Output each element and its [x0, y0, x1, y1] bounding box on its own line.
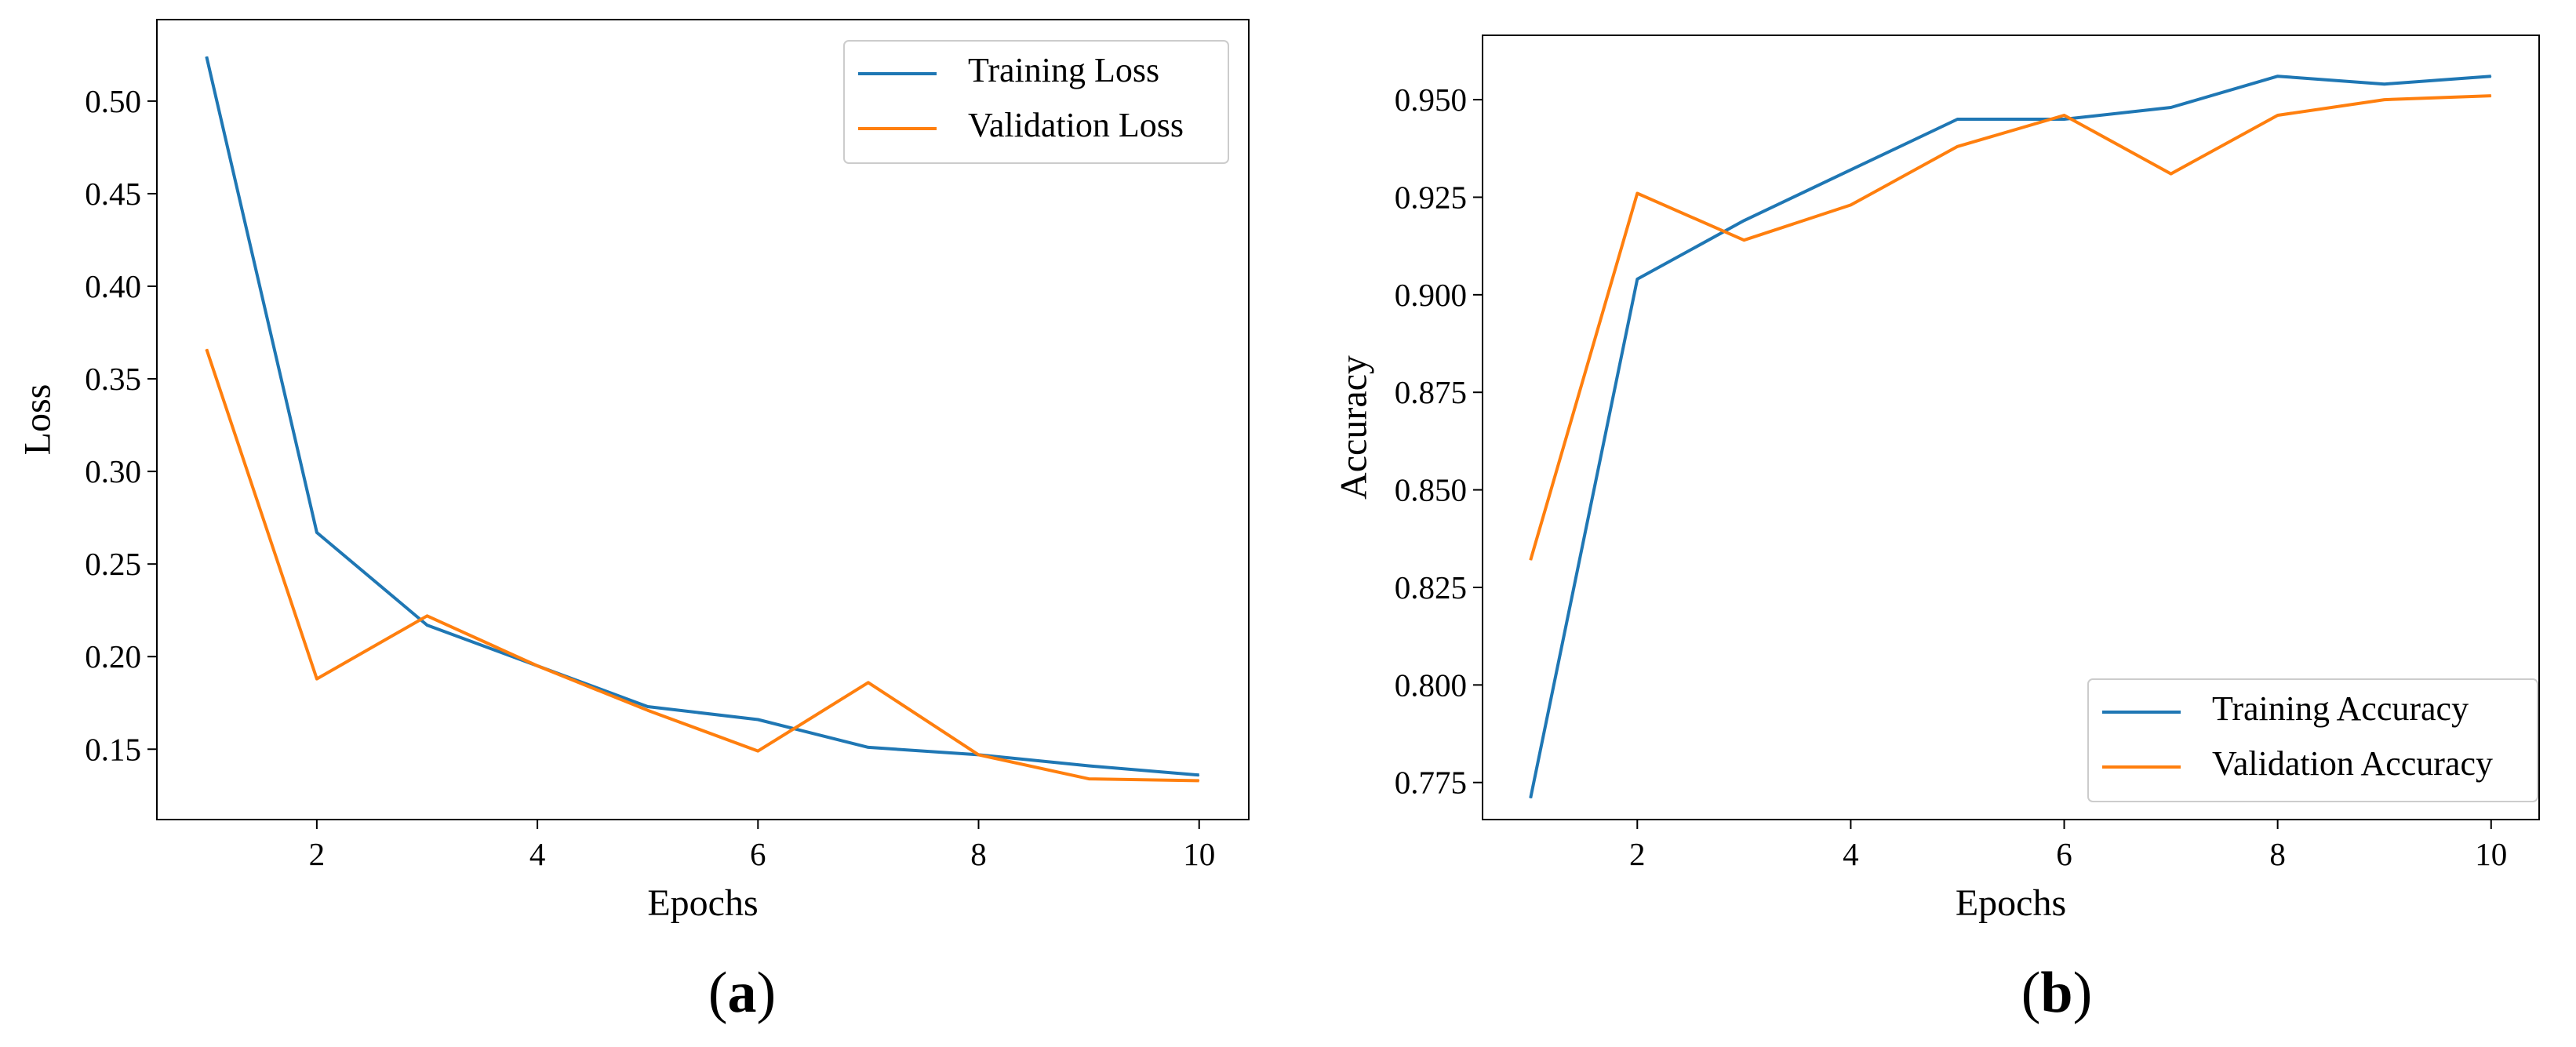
loss-legend-box [843, 40, 1229, 164]
data-point-training-accuracy [1743, 220, 1745, 221]
x-tick-label: 8 [970, 836, 987, 872]
data-point-training-loss [426, 624, 428, 626]
panel-label-a: (a) [708, 961, 776, 1025]
data-point-validation-loss [978, 754, 980, 755]
data-point-validation-accuracy [1530, 559, 1531, 561]
y-tick-label: 0.825 [1395, 569, 1467, 605]
data-point-training-accuracy [1956, 118, 1958, 120]
x-tick-label: 8 [2269, 836, 2286, 872]
y-tick-label: 0.850 [1395, 472, 1467, 508]
y-tick-label: 0.40 [85, 268, 141, 304]
loss-plot-frame [156, 19, 1250, 820]
data-point-validation-loss [647, 710, 649, 711]
data-point-training-accuracy [2064, 118, 2065, 120]
legend-label-validation-accuracy: Validation Accuracy [2212, 744, 2493, 783]
loss-legend: Training Loss Validation Loss [843, 40, 1229, 164]
x-tick-label: 2 [1629, 836, 1646, 872]
y-tick-label: 0.800 [1395, 667, 1467, 703]
x-tick-label: 2 [309, 836, 326, 872]
data-point-training-accuracy [1636, 278, 1638, 280]
data-point-validation-accuracy [1956, 146, 1958, 147]
y-tick-label: 0.30 [85, 453, 141, 489]
series-line-training-loss [205, 56, 1199, 777]
data-point-training-accuracy [2170, 107, 2172, 108]
data-point-training-accuracy [2277, 75, 2279, 77]
x-tick-label: 4 [1843, 836, 1859, 872]
legend-label-validation-loss: Validation Loss [968, 106, 1184, 144]
data-point-validation-accuracy [1636, 192, 1638, 194]
y-tick-label: 0.875 [1395, 374, 1467, 410]
data-point-training-loss [206, 56, 207, 57]
accuracy-y-ticks: 0.775 0.800 0.825 0.850 0.875 0.900 0.925 0.950 [1395, 82, 1483, 801]
series-line-training-accuracy [1529, 75, 2491, 799]
loss-x-ticks: 2 4 6 8 10 [309, 820, 1215, 872]
x-tick-label: 6 [2056, 836, 2072, 872]
data-point-validation-accuracy [2170, 173, 2172, 175]
legend-label-training-loss: Training Loss [968, 51, 1159, 89]
panel-letter-a: a [728, 961, 757, 1025]
data-point-training-accuracy [1850, 169, 1851, 171]
legend-label-training-accuracy: Training Accuracy [2212, 689, 2469, 728]
y-tick-label: 0.50 [85, 83, 141, 119]
x-tick-label: 10 [1183, 836, 1215, 872]
accuracy-chart: 0.775 0.800 0.825 0.850 0.875 0.900 0.925 0.950… [1333, 35, 2540, 1025]
x-tick-label: 4 [529, 836, 546, 872]
loss-chart: 0.150.200.250.300.350.400.450.50 2 4 6 8 10 … [17, 19, 1250, 1025]
data-point-validation-loss [206, 348, 207, 350]
y-tick-label: 0.775 [1395, 765, 1467, 801]
loss-y-ticks: 0.15 0.20 0.25 0.30 0.35 0.40 0.45 0.50 [85, 83, 157, 767]
y-tick-label: 0.45 [85, 176, 141, 212]
accuracy-series [1529, 75, 2492, 799]
accuracy-x-axis-label: Epochs [1956, 882, 2066, 924]
x-tick-label: 6 [750, 836, 766, 872]
data-point-validation-loss [316, 678, 318, 680]
loss-series [205, 56, 1200, 783]
data-point-training-loss [647, 706, 649, 707]
y-tick-label: 0.900 [1395, 277, 1467, 313]
accuracy-y-axis-label: Accuracy [1333, 355, 1375, 500]
accuracy-plot-frame [1482, 35, 2540, 820]
y-tick-label: 0.950 [1395, 82, 1467, 118]
series-line-validation-loss [205, 348, 1199, 783]
data-point-training-loss [1088, 765, 1090, 767]
y-tick-label: 0.35 [85, 361, 141, 397]
accuracy-x-ticks: 2 4 6 8 10 [1629, 820, 2507, 872]
data-point-validation-loss [537, 665, 538, 667]
accuracy-legend-box [2087, 678, 2538, 802]
loss-x-axis-label: Epochs [647, 882, 758, 924]
data-point-training-accuracy [2490, 75, 2492, 77]
data-point-training-loss [757, 719, 759, 720]
y-tick-label: 0.20 [85, 638, 141, 674]
y-tick-label: 0.925 [1395, 179, 1467, 215]
panel-label-b: (b) [2021, 961, 2092, 1025]
data-point-validation-accuracy [1743, 239, 1745, 241]
loss-y-axis-label: Loss [17, 384, 59, 456]
series-line-validation-accuracy [1529, 94, 2491, 561]
panel-letter-b: b [2040, 961, 2072, 1025]
y-tick-label: 0.15 [85, 731, 141, 767]
data-point-validation-loss [1088, 778, 1090, 780]
data-point-training-accuracy [2384, 83, 2385, 85]
x-tick-label: 10 [2475, 836, 2507, 872]
y-tick-label: 0.25 [85, 546, 141, 582]
accuracy-legend: Training Accuracy Validation Accuracy [2087, 678, 2538, 802]
